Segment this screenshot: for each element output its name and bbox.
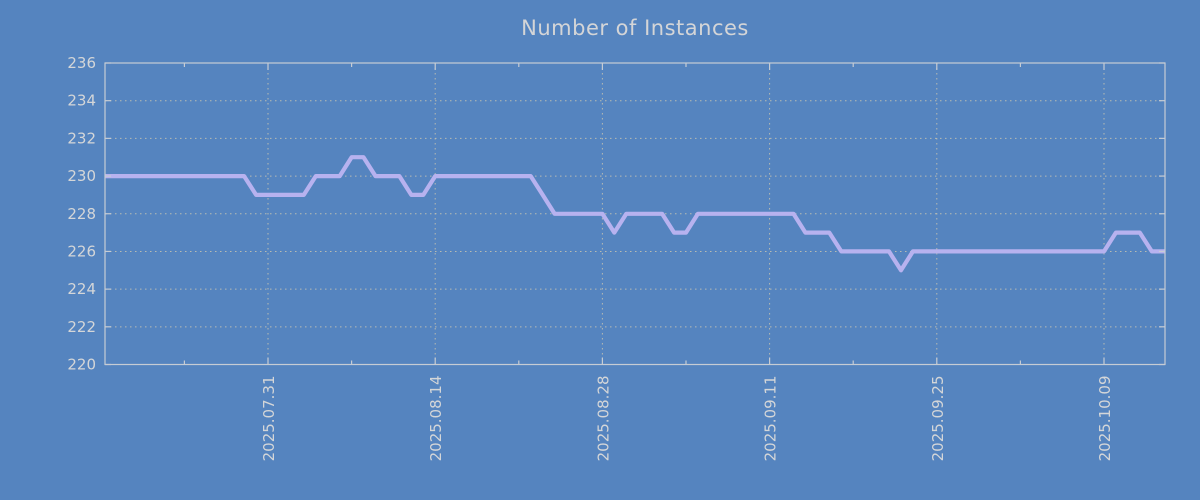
x-tick-label: 2025.08.14 [427,376,445,462]
data-series-line [105,155,1166,273]
y-tick-label: 230 [67,167,96,185]
y-tick-label: 232 [67,129,96,147]
chart-title: Number of Instances [521,16,749,40]
x-tick-label: 2025.08.28 [594,376,612,462]
y-tick-label: 224 [67,280,96,298]
y-tick-label: 228 [67,205,96,223]
y-tick-label: 220 [67,356,96,374]
y-tick-label: 226 [67,242,96,260]
y-tick-label: 234 [67,92,96,110]
x-tick-label: 2025.09.25 [929,376,947,462]
x-tick-label: 2025.07.31 [260,376,278,462]
x-tick-label: 2025.09.11 [762,376,780,462]
y-tick-label: 236 [67,54,96,72]
y-tick-label: 222 [67,318,96,336]
x-tick-label: 2025.10.09 [1096,376,1114,462]
